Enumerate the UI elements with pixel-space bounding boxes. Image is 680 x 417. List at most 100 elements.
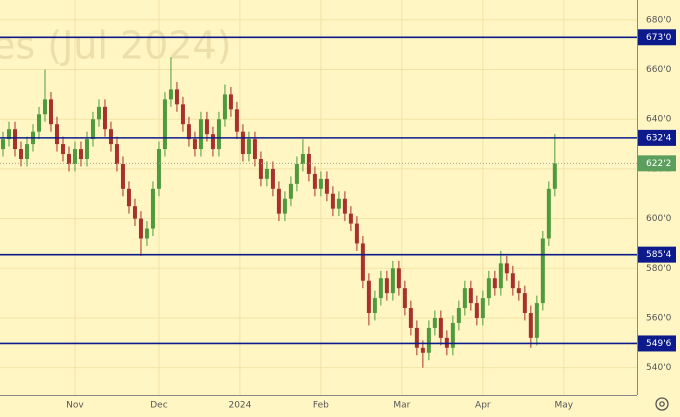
- candle-body: [462, 288, 467, 309]
- candle-body: [528, 313, 533, 338]
- candle-body: [216, 119, 221, 150]
- candle-body: [414, 327, 419, 348]
- level-box: [638, 335, 676, 352]
- candle-body: [12, 129, 17, 150]
- candle-body: [456, 308, 461, 323]
- last-price-label: 622'2: [646, 159, 671, 169]
- candle-body: [228, 94, 233, 110]
- candle-body: [510, 273, 515, 289]
- y-tick-label: 660'0: [646, 65, 672, 75]
- x-tick-label: Nov: [66, 401, 84, 411]
- candle-body: [132, 206, 137, 219]
- candle-body: [144, 228, 149, 239]
- candle-body: [402, 288, 407, 309]
- candle-body: [246, 139, 251, 155]
- candle-body: [138, 218, 143, 239]
- candle-body: [114, 144, 119, 164]
- candle-body: [420, 347, 425, 353]
- candle-body: [174, 89, 179, 105]
- level-box: [638, 129, 676, 146]
- candle-body: [324, 178, 329, 194]
- candle-body: [36, 114, 41, 132]
- x-tick-label: Apr: [475, 401, 491, 411]
- candle-body: [96, 106, 101, 120]
- candle-body: [288, 183, 293, 199]
- candle-body: [168, 89, 173, 100]
- candle-body: [486, 278, 491, 299]
- candle-body: [60, 144, 65, 155]
- candle-body: [426, 327, 431, 353]
- x-tick-label: 2024: [228, 401, 251, 411]
- candle-body: [306, 154, 311, 174]
- candle-body: [318, 178, 323, 189]
- candle-body: [150, 188, 155, 229]
- candle-body: [48, 99, 53, 125]
- candle-body: [192, 139, 197, 150]
- candle-body: [234, 109, 239, 132]
- y-tick-label: 580'0: [646, 264, 672, 274]
- candle-body: [504, 263, 509, 274]
- candle-body: [438, 317, 443, 338]
- candle-body: [180, 104, 185, 125]
- level-label: 673'0: [646, 33, 672, 43]
- y-tick-label: 560'0: [646, 313, 672, 323]
- settings-gear[interactable]: [655, 397, 669, 411]
- candle-body: [354, 223, 359, 244]
- candle-body: [72, 149, 77, 164]
- candle-body: [552, 163, 557, 189]
- candle-body: [24, 144, 29, 159]
- candle-body: [450, 322, 455, 348]
- candle-body: [6, 129, 11, 140]
- candle-body: [282, 198, 287, 214]
- settings-hub[interactable]: [659, 401, 665, 407]
- candle-body: [84, 139, 89, 159]
- candle-body: [432, 317, 437, 328]
- candle-body: [396, 268, 401, 289]
- candle-body: [186, 124, 191, 140]
- candle-body: [210, 134, 215, 150]
- candle-body: [198, 119, 203, 150]
- candle-body: [540, 238, 545, 304]
- candle-body: [474, 303, 479, 318]
- candle-body: [384, 278, 389, 294]
- candle-body: [294, 163, 299, 184]
- x-tick-label: Feb: [313, 401, 329, 411]
- candle-body: [360, 243, 365, 281]
- y-tick-label: 640'0: [646, 115, 672, 125]
- candle-body: [156, 149, 161, 189]
- candle-body: [270, 168, 275, 189]
- candle-body: [42, 99, 47, 115]
- y-tick-label: 540'0: [646, 363, 672, 373]
- level-box: [638, 29, 676, 46]
- candle-body: [378, 278, 383, 299]
- candle-body: [18, 149, 23, 159]
- level-box: [638, 246, 676, 263]
- candle-body: [66, 154, 71, 164]
- candle-body: [252, 139, 257, 159]
- candle-body: [204, 119, 209, 135]
- candle-body: [102, 106, 107, 130]
- candle-body: [480, 298, 485, 318]
- settings-icon[interactable]: [655, 397, 669, 411]
- candle-body: [516, 288, 521, 294]
- candle-body: [498, 263, 503, 289]
- candle-body: [468, 288, 473, 304]
- y-tick-label: 600'0: [646, 214, 672, 224]
- level-label: 585'4: [646, 250, 672, 260]
- candle-body: [408, 308, 413, 328]
- candle-body: [276, 188, 281, 214]
- candle-body: [546, 188, 551, 239]
- candle-body: [258, 158, 263, 179]
- candle-body: [312, 173, 317, 189]
- candle-body: [336, 198, 341, 209]
- candle-body: [534, 303, 539, 338]
- y-tick-label: 680'0: [646, 15, 672, 25]
- candle-body: [54, 124, 59, 145]
- x-tick-label: Mar: [393, 401, 410, 411]
- candle-body: [0, 139, 5, 150]
- candle-body: [240, 131, 245, 155]
- level-label: 632'4: [646, 133, 672, 143]
- candle-body: [522, 293, 527, 314]
- candle-body: [90, 119, 95, 140]
